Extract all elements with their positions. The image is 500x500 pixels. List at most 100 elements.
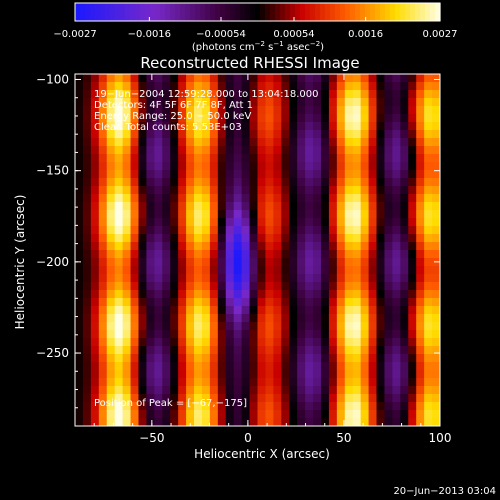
heatmap-cell	[320, 170, 330, 179]
heatmap-cell	[408, 170, 417, 179]
heatmap-cell	[297, 250, 306, 259]
heatmap-cell	[249, 186, 258, 195]
heatmap-cell	[122, 378, 132, 387]
heatmap-cell	[384, 378, 393, 387]
heatmap-cell	[352, 322, 362, 331]
heatmap-cell	[241, 338, 251, 347]
heatmap-cell	[408, 354, 417, 363]
heatmap-cell	[368, 122, 378, 131]
heatmap-cell	[178, 386, 187, 395]
heatmap-cell	[146, 242, 155, 251]
heatmap-cell	[273, 362, 282, 371]
colorbar-cell	[395, 3, 401, 21]
heatmap-cell	[289, 178, 298, 187]
heatmap-cell	[344, 146, 354, 155]
heatmap-cell	[328, 114, 338, 123]
heatmap-cell	[201, 234, 211, 243]
heatmap-cell	[82, 378, 92, 387]
heatmap-cell	[194, 250, 203, 259]
heatmap-cell	[225, 306, 235, 315]
heatmap-cell	[360, 98, 370, 107]
heatmap-cell	[392, 138, 401, 147]
heatmap-cell	[186, 394, 195, 403]
heatmap-cell	[352, 106, 362, 115]
heatmap-cell	[313, 346, 322, 355]
heatmap-cell	[170, 82, 179, 91]
heatmap-cell	[130, 282, 139, 291]
heatmap-cell	[265, 314, 274, 323]
heatmap-cell	[75, 122, 84, 131]
heatmap-cell	[98, 146, 108, 155]
annotation-clean-counts: Clean Total counts: 5.53E+03	[94, 122, 242, 133]
heatmap-cell	[162, 378, 171, 387]
heatmap-cell	[344, 370, 354, 379]
heatmap-cell	[249, 322, 258, 331]
heatmap-cell	[162, 258, 171, 267]
heatmap-cell	[384, 106, 393, 115]
heatmap-cell	[344, 218, 354, 227]
heatmap-cell	[273, 290, 282, 299]
heatmap-cell	[98, 386, 108, 395]
heatmap-cell	[225, 314, 235, 323]
heatmap-cell	[400, 378, 409, 387]
heatmap-cell	[75, 242, 84, 251]
heatmap-cell	[241, 314, 251, 323]
heatmap-cell	[432, 234, 441, 243]
heatmap-cell	[90, 114, 100, 123]
heatmap-cell	[400, 178, 409, 187]
heatmap-cell	[233, 202, 243, 211]
heatmap-cell	[352, 378, 362, 387]
heatmap-cell	[305, 106, 314, 115]
heatmap-cell	[424, 258, 433, 267]
heatmap-cell	[432, 378, 441, 387]
heatmap-cell	[416, 370, 425, 379]
heatmap-cell	[194, 386, 203, 395]
heatmap-cell	[424, 386, 433, 395]
heatmap-cell	[138, 242, 147, 251]
heatmap-cell	[75, 250, 84, 259]
heatmap-cell	[344, 266, 354, 275]
heatmap-cell	[432, 138, 441, 147]
heatmap-cell	[170, 186, 179, 195]
heatmap-cell	[233, 354, 243, 363]
heatmap-cell	[281, 394, 290, 403]
heatmap-cell	[130, 274, 139, 283]
heatmap-cell	[217, 274, 227, 283]
heatmap-cell	[241, 242, 251, 251]
heatmap-cell	[408, 178, 417, 187]
heatmap-cell	[320, 106, 330, 115]
heatmap-cell	[416, 266, 425, 275]
heatmap-cell	[313, 394, 322, 403]
heatmap-cell	[400, 258, 409, 267]
heatmap-cell	[400, 114, 409, 123]
heatmap-cell	[289, 306, 298, 315]
heatmap-cell	[281, 290, 290, 299]
heatmap-cell	[320, 250, 330, 259]
heatmap-cell	[424, 162, 433, 171]
heatmap-cell	[289, 378, 298, 387]
heatmap-cell	[178, 218, 187, 227]
heatmap-cell	[201, 154, 211, 163]
heatmap-cell	[313, 194, 322, 203]
heatmap-cell	[328, 322, 338, 331]
heatmap-cell	[241, 138, 251, 147]
heatmap-cell	[376, 82, 385, 91]
heatmap-cell	[82, 394, 92, 403]
heatmap-cell	[209, 306, 219, 315]
heatmap-cell	[352, 330, 362, 339]
heatmap-cell	[162, 114, 171, 123]
heatmap-cell	[281, 106, 290, 115]
heatmap-cell	[313, 418, 322, 427]
heatmap-cell	[146, 130, 155, 139]
heatmap-cell	[305, 314, 314, 323]
heatmap-cell	[138, 410, 147, 419]
heatmap-cell	[313, 386, 322, 395]
colorbar-cell	[105, 3, 111, 21]
heatmap-cell	[297, 330, 306, 339]
heatmap-cell	[225, 298, 235, 307]
heatmap-cell	[273, 266, 282, 275]
heatmap-cell	[352, 202, 362, 211]
heatmap-cell	[130, 130, 139, 139]
heatmap-cell	[328, 186, 338, 195]
heatmap-cell	[408, 226, 417, 235]
